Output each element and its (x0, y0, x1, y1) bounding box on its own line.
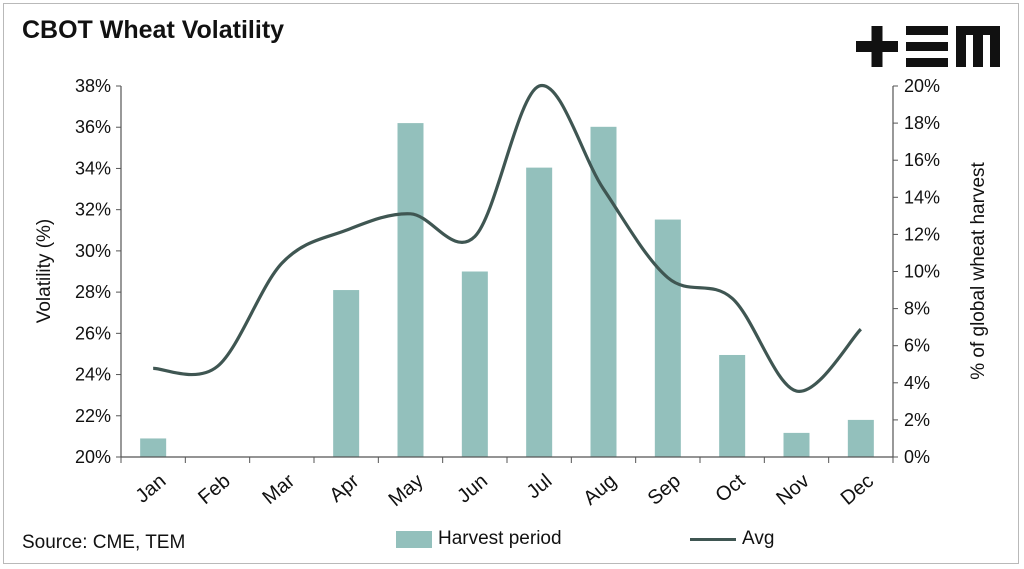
y2-axis-title: % of global wheat harvest (968, 161, 989, 379)
right-tick-label: 0% (904, 447, 930, 467)
right-tick-label: 16% (904, 150, 940, 170)
tem-logo (856, 26, 1004, 73)
x-tick-label: Apr (325, 470, 363, 507)
bar-jul (526, 167, 553, 457)
x-tick-label: Jul (523, 470, 557, 503)
legend-label-harvest: Harvest period (438, 528, 562, 549)
right-tick-label: 6% (904, 336, 930, 356)
left-tick-label: 22% (75, 406, 111, 426)
bar-jan (140, 438, 167, 457)
right-tick-label: 10% (904, 262, 940, 282)
bar-apr (333, 290, 360, 457)
right-tick-label: 12% (904, 224, 940, 244)
legend-item-avg: Avg (690, 528, 774, 550)
x-tick-label: May (385, 470, 428, 511)
left-tick-label: 26% (75, 323, 111, 343)
x-tick-label: Mar (259, 470, 300, 509)
x-tick-label: Dec (837, 470, 878, 510)
left-tick-label: 38% (75, 76, 111, 96)
y-axis-title: Volatility (%) (34, 219, 55, 324)
bar-sep (654, 219, 681, 457)
line-series-avg (153, 84, 862, 393)
bar-series-harvest (140, 123, 874, 457)
left-tick-labels: 20% 22% 24% 26% 28% 30% 32% 34% 36% 38% (75, 76, 121, 467)
x-tick-label: Oct (711, 470, 749, 507)
source-note: Source: CME, TEM (22, 532, 186, 553)
left-tick-label: 28% (75, 282, 111, 302)
right-tick-label: 4% (904, 373, 930, 393)
right-tick-label: 14% (904, 187, 940, 207)
bar-may (397, 123, 424, 457)
bar-aug (590, 126, 617, 457)
bar-nov (783, 432, 810, 457)
bar-jun (461, 271, 488, 457)
x-tick-label: Feb (194, 470, 235, 509)
left-tick-label: 32% (75, 200, 111, 220)
legend-swatch-harvest (396, 530, 432, 548)
right-tick-labels: 0% 2% 4% 6% 8% 10% 12% 14% 16% 18% 20% (893, 76, 940, 467)
left-tick-label: 34% (75, 158, 111, 178)
left-tick-label: 20% (75, 447, 111, 467)
left-tick-label: 24% (75, 365, 111, 385)
legend-item-harvest: Harvest period (396, 528, 562, 550)
x-tick-label: Aug (579, 470, 620, 510)
right-tick-label: 2% (904, 410, 930, 430)
legend-label-avg: Avg (742, 528, 775, 549)
bar-oct (719, 354, 746, 457)
x-tick-label: Sep (644, 470, 685, 510)
right-tick-label: 18% (904, 113, 940, 133)
right-tick-label: 20% (904, 76, 940, 96)
left-tick-label: 36% (75, 117, 111, 137)
x-tick-label: Jan (132, 470, 171, 508)
right-tick-label: 8% (904, 299, 930, 319)
chart-frame (3, 3, 1019, 564)
chart-title: CBOT Wheat Volatility (22, 16, 285, 44)
x-tick-labels: Jan Feb Mar Apr May Jun Jul Aug Sep Oct Nov Dec (120, 457, 894, 511)
legend-swatch-avg (690, 537, 736, 541)
bar-dec (847, 419, 874, 457)
x-tick-label: Nov (772, 470, 813, 510)
x-tick-label: Jun (453, 470, 492, 508)
left-tick-label: 30% (75, 241, 111, 261)
